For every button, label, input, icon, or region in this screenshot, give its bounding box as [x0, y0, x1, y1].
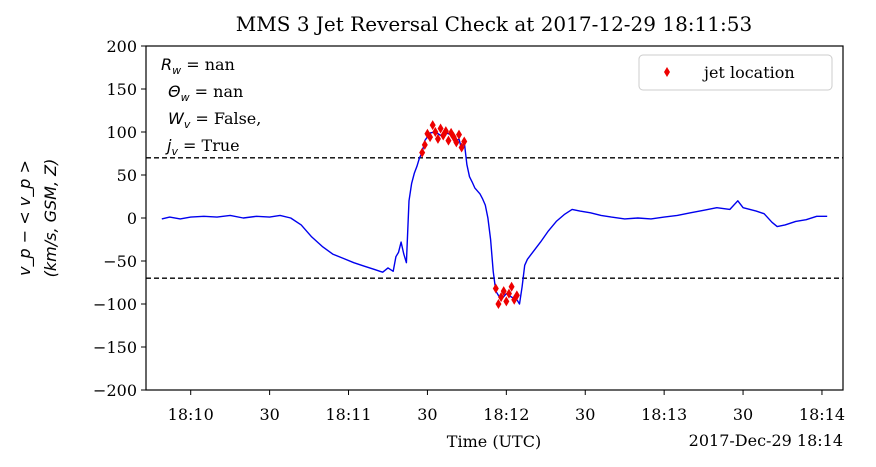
jet-location-marker: [427, 132, 434, 143]
series-line: [161, 131, 828, 305]
jet-location-marker: [445, 135, 452, 146]
stats-annotation: Rw = nan Θw = nan Wv = False, jv = True: [161, 55, 261, 158]
y-axis-ticks: −200 −150 −100 −50 0 50 100 150 200: [93, 37, 146, 400]
x-tick-label: 30: [575, 405, 595, 424]
x-tick-label: 18:13: [641, 405, 687, 424]
jet-location-marker: [455, 129, 462, 140]
jet-location-marker: [434, 133, 441, 144]
jet-location-marker: [453, 137, 460, 148]
y-tick-label: 150: [106, 80, 137, 99]
y-axis-label-line2: (km/s, GSM, Z): [41, 159, 60, 278]
jet-location-marker: [419, 147, 426, 158]
plot-area: [146, 120, 843, 309]
y-axis-label-line1: v_p − < v_p >: [15, 160, 35, 276]
jet-location-marker: [513, 290, 520, 301]
jet-location-marker: [429, 120, 436, 131]
jet-location-marker: [500, 286, 507, 297]
annotation-line: Wv = False,: [168, 109, 261, 131]
x-axis-label: Time (UTC): [447, 432, 541, 451]
legend-label-jet-location: jet location: [702, 63, 795, 82]
jet-location-marker: [437, 123, 444, 134]
x-offset-label: 2017-Dec-29 18:14: [689, 431, 843, 450]
x-tick-label: 30: [733, 405, 753, 424]
jet-location-marker: [503, 296, 510, 307]
y-tick-label: −150: [93, 338, 137, 357]
jet-location-marker: [442, 126, 449, 137]
y-tick-label: −100: [93, 295, 137, 314]
x-tick-label: 30: [259, 405, 279, 424]
x-tick-label: 18:12: [483, 405, 529, 424]
jet-location-marker: [508, 281, 515, 292]
y-tick-label: 0: [127, 209, 137, 228]
y-tick-label: −50: [103, 252, 137, 271]
axes-frame: [145, 45, 844, 391]
jet-location-marker: [505, 288, 512, 299]
legend-marker-diamond: [664, 67, 670, 77]
jet-location-marker: [458, 142, 465, 153]
jet-location-marker: [461, 136, 468, 147]
y-tick-label: 50: [117, 166, 137, 185]
x-axis-ticks: 18:10 30 18:11 30 18:12 30 18:13 30 18:14: [168, 390, 845, 424]
x-tick-label: 18:11: [325, 405, 371, 424]
x-tick-label: 30: [417, 405, 437, 424]
annotation-line: Rw = nan: [161, 55, 235, 77]
jet-location-marker: [498, 292, 505, 303]
legend-box: [638, 54, 833, 91]
x-tick-label: 18:14: [799, 405, 845, 424]
jet-location-marker: [432, 127, 439, 137]
annotation-line: jv = True: [165, 136, 240, 158]
jet-location-marker: [495, 299, 502, 309]
y-tick-label: 200: [106, 37, 137, 56]
jet-location-marker: [421, 139, 428, 150]
y-tick-label: 100: [106, 123, 137, 142]
x-tick-label: 18:10: [168, 405, 214, 424]
jet-location-marker: [492, 283, 499, 294]
annotation-line: Θw = nan: [168, 82, 243, 104]
y-tick-label: −200: [93, 381, 137, 400]
chart-title: MMS 3 Jet Reversal Check at 2017-12-29 1…: [236, 12, 752, 36]
legend: jet location: [638, 54, 833, 91]
